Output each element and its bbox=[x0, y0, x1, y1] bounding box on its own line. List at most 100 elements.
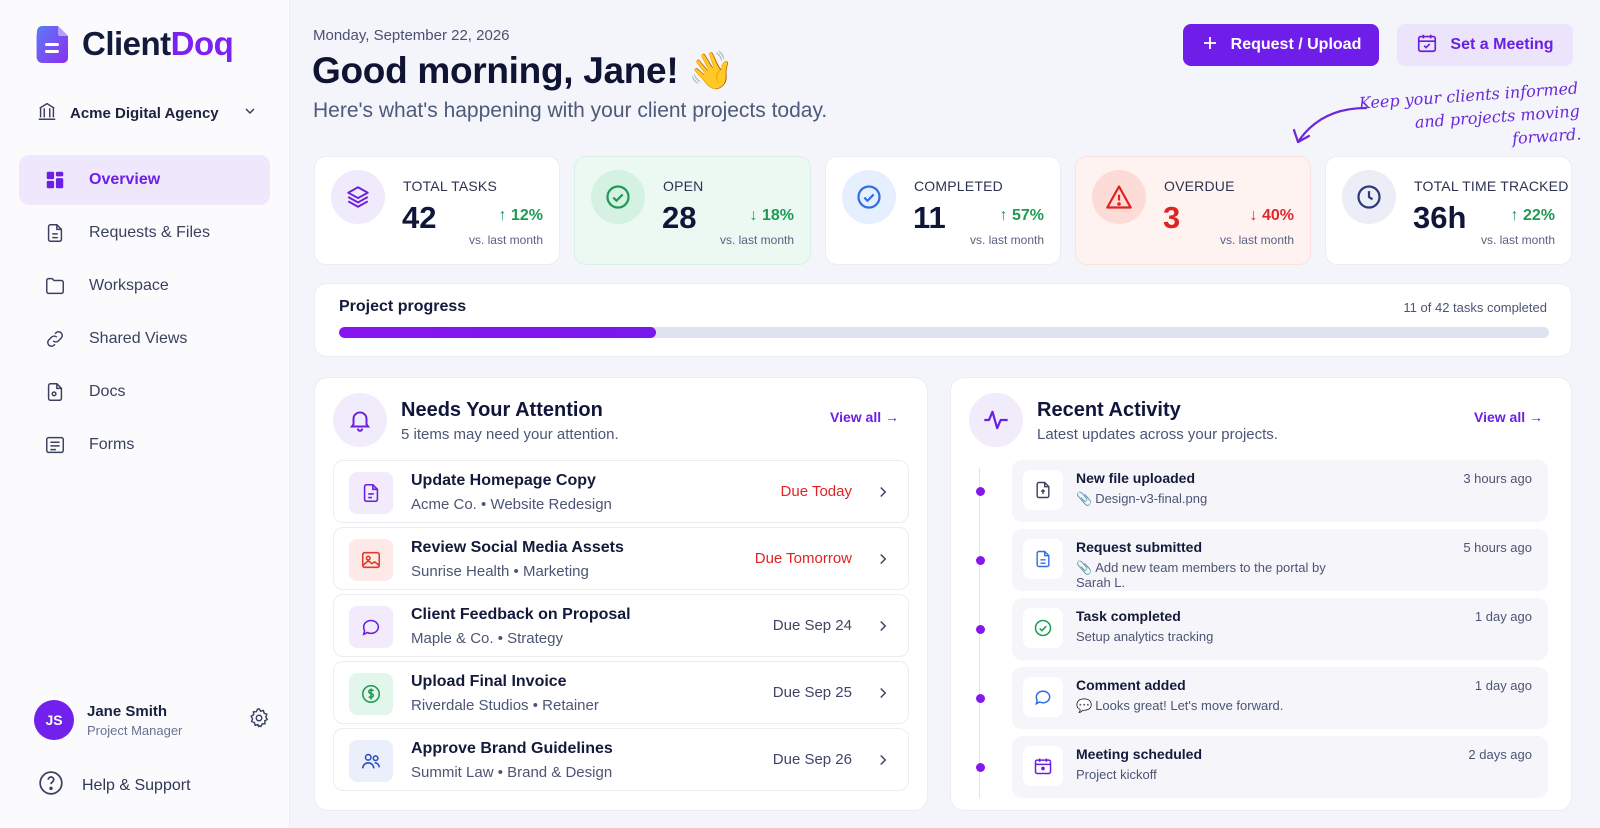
handwritten-note: Keep your clients informed and projects … bbox=[1358, 76, 1582, 160]
stat-card-overdue[interactable]: OVERDUE 3 ↓ 40% vs. last month bbox=[1075, 156, 1311, 265]
stat-value: 42 bbox=[402, 200, 437, 235]
activity-item[interactable]: New file uploaded 📎 Design-v3-final.png 3… bbox=[976, 460, 1548, 522]
check-circle-icon bbox=[1023, 608, 1063, 648]
user-name: Jane Smith bbox=[87, 702, 168, 720]
sidebar-item-workspace[interactable]: Workspace bbox=[19, 261, 270, 311]
progress-title: Project progress bbox=[339, 298, 467, 315]
workspace-selector[interactable]: Acme Digital Agency bbox=[36, 98, 258, 128]
item-title: Upload Final Invoice bbox=[411, 673, 567, 690]
stat-label: OPEN bbox=[663, 178, 704, 194]
project-progress-card: Project progress 11 of 42 tasks complete… bbox=[314, 283, 1572, 357]
user-profile[interactable]: JS Jane Smith Project Manager bbox=[34, 700, 270, 740]
brand-name: ClientDoq bbox=[82, 25, 234, 62]
stat-value: 36h bbox=[1413, 200, 1467, 235]
activity-list: New file uploaded 📎 Design-v3-final.png 3… bbox=[976, 460, 1548, 805]
sidebar-item-label: Overview bbox=[89, 171, 161, 188]
list-item[interactable]: Review Social Media Assets Sunrise Healt… bbox=[333, 527, 909, 590]
item-title: Approve Brand Guidelines bbox=[411, 740, 613, 757]
brand-logo[interactable]: ClientDoq bbox=[34, 24, 234, 64]
stat-note: vs. last month bbox=[1219, 233, 1294, 247]
stat-card-open[interactable]: OPEN 28 ↓ 18% vs. last month bbox=[574, 156, 811, 265]
stat-note: vs. last month bbox=[969, 233, 1044, 247]
recent-activity-panel: Recent Activity Latest updates across yo… bbox=[950, 377, 1572, 811]
activity-item[interactable]: Meeting scheduled Project kickoff 2 days… bbox=[976, 736, 1548, 798]
stat-value: 3 bbox=[1163, 200, 1181, 235]
stat-card-total-tasks[interactable]: TOTAL TASKS 42 ↑ 12% vs. last month bbox=[314, 156, 560, 265]
document-icon bbox=[43, 380, 67, 404]
activity-detail: Setup analytics tracking bbox=[1076, 629, 1214, 644]
logo-document-icon bbox=[34, 24, 72, 64]
chevron-right-icon bbox=[874, 684, 892, 707]
item-subtitle: Maple & Co. • Strategy bbox=[411, 630, 563, 647]
view-all-activity-link[interactable]: View all → bbox=[1474, 409, 1543, 425]
activity-title: Comment added bbox=[1076, 677, 1186, 693]
activity-item[interactable]: Comment added 💬 Looks great! Let's move f… bbox=[976, 667, 1548, 729]
due-label: Due Tomorrow bbox=[754, 550, 852, 567]
panel-title: Needs Your Attention bbox=[401, 399, 603, 421]
stat-card-completed[interactable]: COMPLETED 11 ↑ 57% vs. last month bbox=[825, 156, 1061, 265]
list-item[interactable]: Client Feedback on Proposal Maple & Co. … bbox=[333, 594, 909, 657]
activity-detail: Project kickoff bbox=[1076, 767, 1157, 782]
activity-time: 1 day ago bbox=[1474, 678, 1532, 693]
form-icon bbox=[43, 433, 67, 457]
avatar[interactable]: JS bbox=[34, 700, 74, 740]
activity-title: Request submitted bbox=[1076, 539, 1203, 555]
set-meeting-button[interactable]: Set a Meeting bbox=[1397, 24, 1573, 66]
dashboard-icon bbox=[43, 168, 67, 192]
check-circle-icon bbox=[591, 170, 645, 224]
paperclip-icon: 📎 bbox=[1076, 491, 1093, 506]
warning-icon bbox=[1092, 170, 1146, 224]
sidebar-item-requests-files[interactable]: Requests & Files bbox=[19, 208, 270, 258]
sidebar-item-label: Requests & Files bbox=[89, 224, 210, 241]
gear-icon[interactable] bbox=[248, 707, 270, 734]
sidebar-item-label: Workspace bbox=[89, 277, 169, 294]
activity-item[interactable]: Task completed Setup analytics tracking … bbox=[976, 598, 1548, 660]
stat-label: TOTAL TASKS bbox=[403, 178, 498, 194]
activity-time: 3 hours ago bbox=[1463, 471, 1532, 486]
panel-subtitle: 5 items may need your attention. bbox=[401, 426, 619, 443]
chevron-right-icon bbox=[874, 751, 892, 774]
stat-value: 28 bbox=[662, 200, 697, 235]
set-meeting-label: Set a Meeting bbox=[1450, 36, 1554, 53]
due-label: Due Sep 24 bbox=[772, 617, 852, 634]
sidebar-item-forms[interactable]: Forms bbox=[19, 420, 270, 470]
list-item[interactable]: Approve Brand Guidelines Summit Law • Br… bbox=[333, 728, 909, 791]
activity-item[interactable]: Request submitted 📎 Add new team members … bbox=[976, 529, 1548, 591]
request-upload-label: Request / Upload bbox=[1230, 36, 1362, 53]
activity-title: Meeting scheduled bbox=[1076, 746, 1203, 762]
plus-icon bbox=[1201, 34, 1219, 57]
chevron-right-icon bbox=[874, 483, 892, 506]
help-support-link[interactable]: Help & Support bbox=[38, 770, 191, 801]
timeline-dot bbox=[976, 694, 985, 703]
chat-icon bbox=[1023, 677, 1063, 717]
progress-bar-fill bbox=[339, 327, 656, 338]
sidebar-item-overview[interactable]: Overview bbox=[19, 155, 270, 205]
stat-change: ↑ 22% bbox=[1510, 207, 1555, 224]
sidebar-item-shared-views[interactable]: Shared Views bbox=[19, 314, 270, 364]
item-title: Update Homepage Copy bbox=[411, 472, 596, 489]
sidebar-item-label: Forms bbox=[89, 436, 135, 453]
needs-attention-panel: Needs Your Attention 5 items may need yo… bbox=[314, 377, 928, 811]
sidebar-nav: Overview Requests & Files Workspace Shar… bbox=[19, 155, 270, 473]
attention-list: Update Homepage Copy Acme Co. • Website … bbox=[333, 460, 909, 795]
activity-title: Task completed bbox=[1076, 608, 1181, 624]
calendar-icon bbox=[1416, 32, 1438, 59]
timeline-dot bbox=[976, 487, 985, 496]
sidebar-item-docs[interactable]: Docs bbox=[19, 367, 270, 417]
request-upload-button[interactable]: Request / Upload bbox=[1183, 24, 1379, 66]
activity-time: 2 days ago bbox=[1468, 747, 1532, 762]
view-all-attention-link[interactable]: View all → bbox=[830, 409, 899, 425]
activity-pulse-icon bbox=[969, 393, 1023, 447]
list-item[interactable]: Upload Final Invoice Riverdale Studios •… bbox=[333, 661, 909, 724]
item-title: Review Social Media Assets bbox=[411, 539, 624, 556]
list-item[interactable]: Update Homepage Copy Acme Co. • Website … bbox=[333, 460, 909, 523]
stat-note: vs. last month bbox=[468, 233, 543, 247]
comment-bubble-icon: 💬 bbox=[1076, 698, 1093, 713]
item-subtitle: Acme Co. • Website Redesign bbox=[411, 496, 612, 513]
paperclip-icon: 📎 bbox=[1076, 560, 1093, 575]
file-upload-icon bbox=[1023, 470, 1063, 510]
progress-bar bbox=[339, 327, 1549, 338]
item-subtitle: Riverdale Studios • Retainer bbox=[411, 697, 599, 714]
stat-card-time-tracked[interactable]: TOTAL TIME TRACKED 36h ↑ 22% vs. last mo… bbox=[1325, 156, 1572, 265]
user-role: Project Manager bbox=[87, 722, 183, 738]
